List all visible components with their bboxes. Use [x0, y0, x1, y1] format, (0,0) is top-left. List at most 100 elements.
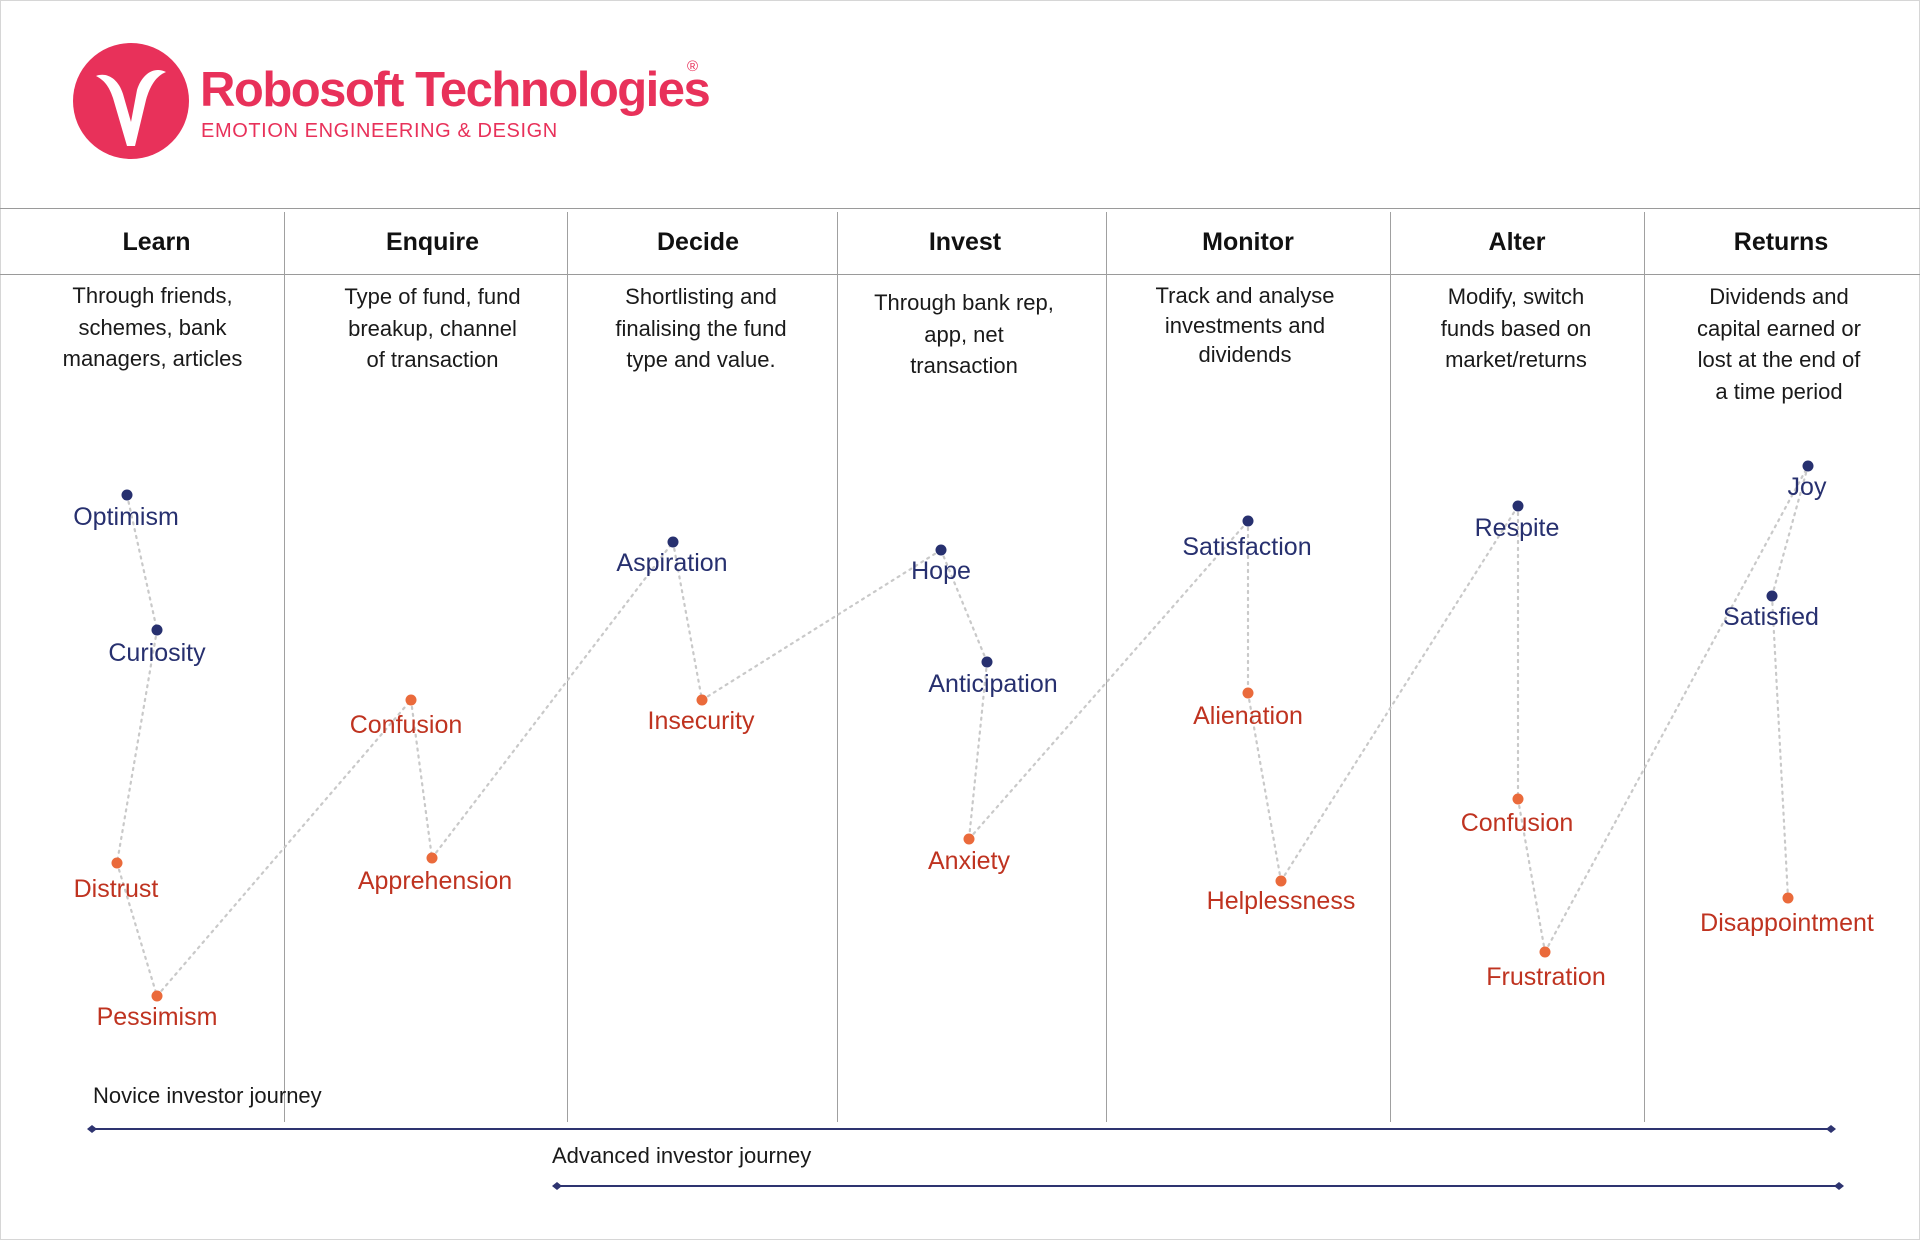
- description-line: schemes, bank: [78, 314, 227, 340]
- column-divider: [567, 212, 568, 1122]
- description-line: Through friends,: [72, 283, 233, 308]
- emotion-connector: [967, 519, 1250, 841]
- description-line: type and value.: [626, 347, 776, 372]
- emotion-connector: [1770, 464, 1810, 598]
- emotion-dot: [1512, 500, 1524, 512]
- stage-description-decide: Shortlisting and finalising the fund type …: [567, 281, 835, 376]
- emotion-dot: [981, 656, 993, 668]
- stage-description-learn: Through friends, schemes, bank managers, a…: [0, 280, 305, 375]
- description-line: a time period: [1715, 378, 1843, 404]
- emotion-label: Anxiety: [928, 847, 1010, 875]
- emotion-connector: [115, 628, 159, 865]
- column-divider: [284, 212, 285, 1122]
- stage-description-alter: Modify, switch funds based on market/retur…: [1390, 281, 1642, 376]
- emotion-label: Frustration: [1486, 963, 1605, 991]
- emotion-dot: [1782, 892, 1794, 904]
- emotion-label: Curiosity: [108, 639, 206, 667]
- description-line: capital earned or: [1697, 315, 1861, 341]
- emotion-label: Distrust: [74, 875, 159, 903]
- stage-title-enquire: Enquire: [385, 228, 480, 256]
- journey-end-marker: [87, 1125, 97, 1133]
- stage-description-returns: Dividends and capital earned or lost at th…: [1644, 281, 1914, 407]
- emotion-label: Alienation: [1193, 702, 1303, 730]
- description-line: dividends: [1198, 342, 1292, 367]
- emotion-dot: [696, 694, 708, 706]
- description-line: funds based on: [1440, 315, 1592, 341]
- emotion-label: Confusion: [350, 711, 463, 739]
- column-divider: [1106, 212, 1107, 1122]
- description-line: transaction: [910, 353, 1018, 378]
- emotion-connector: [671, 540, 704, 702]
- stage-title-decide: Decide: [657, 228, 739, 256]
- stage-title-invest: Invest: [928, 228, 1002, 256]
- emotion-label: Disappointment: [1700, 909, 1874, 937]
- emotion-connector: [1770, 594, 1790, 900]
- emotion-dot: [1539, 946, 1551, 958]
- emotion-connector: [155, 698, 413, 998]
- emotion-dot: [111, 857, 123, 869]
- registered-mark: ®: [687, 58, 699, 75]
- emotion-dot: [121, 489, 133, 501]
- advanced-journey-label: Advanced investor journey: [552, 1143, 812, 1168]
- emotion-dot: [405, 694, 417, 706]
- brand-name: Robosoft Technologies: [200, 63, 711, 117]
- description-line: lost at the end of: [1697, 347, 1861, 372]
- emotion-label: Aspiration: [616, 549, 727, 577]
- journey-end-marker: [1826, 1125, 1836, 1133]
- stage-description-enquire: Type of fund, fund breakup, channel of tra…: [295, 281, 570, 376]
- description-line: Track and analyse: [1155, 283, 1335, 308]
- emotion-dot: [1512, 793, 1524, 805]
- emotion-dot: [1242, 515, 1254, 527]
- emotion-connector: [1543, 464, 1810, 954]
- description-line: Through bank rep,: [874, 290, 1054, 315]
- stage-description-monitor: Track and analyse investments and dividend…: [1106, 281, 1384, 370]
- emotion-connector: [967, 660, 989, 841]
- emotion-dot: [1275, 875, 1287, 887]
- emotion-label: Respite: [1475, 514, 1560, 542]
- emotion-connector: [430, 540, 675, 860]
- emotion-dot: [1802, 460, 1814, 472]
- description-line: finalising the fund: [615, 315, 787, 341]
- emotion-connector: [1516, 797, 1547, 954]
- emotion-label: Satisfied: [1723, 603, 1819, 631]
- emotion-label: Joy: [1788, 473, 1827, 501]
- description-line: investments and: [1164, 312, 1326, 338]
- table-top-border: [0, 208, 1920, 209]
- emotion-label: Hope: [911, 557, 971, 585]
- emotion-dot: [935, 544, 947, 556]
- emotion-label: Pessimism: [97, 1003, 218, 1031]
- description-line: market/returns: [1445, 347, 1587, 372]
- emotion-dot: [151, 990, 163, 1002]
- emotion-dot: [1766, 590, 1778, 602]
- journey-end-marker: [1834, 1182, 1844, 1190]
- emotion-dot: [1242, 687, 1254, 699]
- emotion-label: Insecurity: [648, 707, 755, 735]
- robosoft-logo-icon: [73, 43, 189, 159]
- emotion-label: Confusion: [1461, 809, 1574, 837]
- brand-tagline: EMOTION ENGINEERING & DESIGN: [201, 120, 558, 142]
- description-line: breakup, channel: [348, 315, 517, 341]
- column-divider: [1644, 212, 1645, 1122]
- emotion-dot: [963, 833, 975, 845]
- emotion-label: Anticipation: [928, 670, 1057, 698]
- emotion-label: Satisfaction: [1182, 533, 1311, 561]
- emotion-dot: [667, 536, 679, 548]
- description-line: Modify, switch: [1447, 284, 1585, 309]
- stage-description-invest: Through bank rep, app, net transaction: [837, 287, 1091, 382]
- stage-title-returns: Returns: [1733, 228, 1829, 256]
- brand-logo: Robosoft Technologies ® EMOTION ENGINEER…: [70, 40, 730, 170]
- journey-end-marker: [552, 1182, 562, 1190]
- description-line: managers, articles: [62, 346, 243, 371]
- description-line: Dividends and: [1709, 284, 1849, 309]
- stage-title-learn: Learn: [122, 228, 191, 256]
- emotion-connector: [939, 548, 989, 664]
- emotion-label: Apprehension: [358, 867, 512, 895]
- stage-title-monitor: Monitor: [1202, 228, 1294, 256]
- emotion-connector: [115, 861, 159, 998]
- emotion-connector: [700, 548, 943, 702]
- description-line: app, net: [924, 321, 1004, 347]
- emotion-dot: [426, 852, 438, 864]
- description-line: Type of fund, fund: [344, 284, 521, 309]
- novice-journey-label: Novice investor journey: [93, 1083, 322, 1108]
- description-line: Shortlisting and: [625, 284, 777, 309]
